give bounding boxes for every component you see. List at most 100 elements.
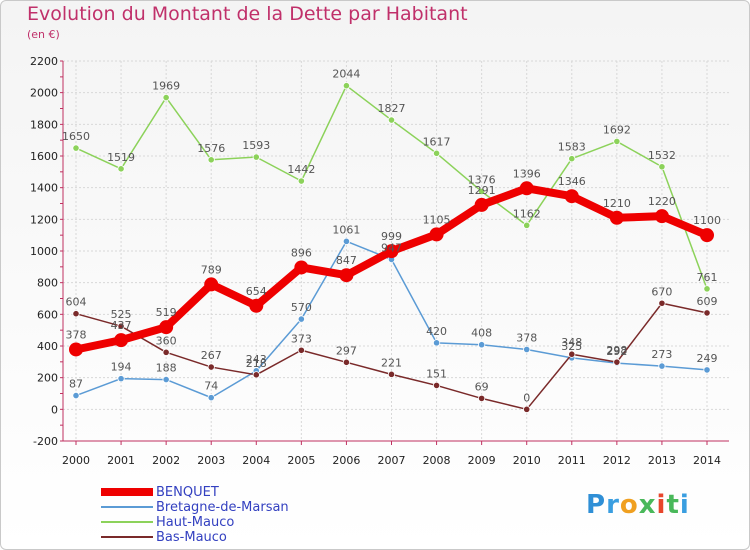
proxiti-logo: Proxiti <box>586 490 690 520</box>
x-tick-label: 2004 <box>242 454 270 467</box>
y-tick-label: 1800 <box>30 118 58 131</box>
data-point-benquet <box>609 210 624 225</box>
data-label-bretagne-de-marsan: 947 <box>381 241 402 254</box>
data-point-bas-mauco <box>162 348 170 356</box>
data-point-benquet <box>159 320 174 335</box>
data-label-bretagne-de-marsan: 87 <box>69 378 83 391</box>
data-label-bretagne-de-marsan: 292 <box>606 345 627 358</box>
data-point-bretagne-de-marsan <box>523 345 531 354</box>
logo-letter: x <box>638 490 657 520</box>
data-label-bas-mauco: 604 <box>66 296 87 309</box>
data-label-haut-mauco: 761 <box>697 271 718 284</box>
x-tick-label: 2007 <box>378 454 406 467</box>
data-label-benquet: 654 <box>246 285 267 298</box>
data-label-bas-mauco: 670 <box>651 285 672 298</box>
data-point-bretagne-de-marsan <box>117 375 125 383</box>
data-point-benquet <box>339 268 354 283</box>
data-label-haut-mauco: 1583 <box>558 141 586 154</box>
x-tick-label: 2006 <box>332 454 360 467</box>
data-point-benquet <box>384 244 399 259</box>
x-tick-label: 2014 <box>693 454 721 467</box>
data-point-bas-mauco <box>478 394 486 403</box>
data-label-bretagne-de-marsan: 188 <box>156 362 177 375</box>
data-point-bretagne-de-marsan <box>478 341 486 349</box>
x-tick-label: 2010 <box>513 454 541 467</box>
data-label-benquet: 437 <box>111 319 132 332</box>
y-tick-label: -200 <box>33 435 58 448</box>
data-point-bretagne-de-marsan <box>72 391 80 400</box>
data-label-benquet: 896 <box>291 246 312 259</box>
y-tick-label: 1200 <box>30 213 58 226</box>
legend-swatch <box>101 506 153 508</box>
data-label-bas-mauco: 297 <box>336 344 357 357</box>
data-label-benquet: 1291 <box>468 184 496 197</box>
data-point-bas-mauco <box>387 370 396 378</box>
y-tick-label: 800 <box>37 277 58 290</box>
data-label-benquet: 1220 <box>648 195 676 208</box>
data-point-haut-mauco <box>478 187 486 196</box>
data-label-bas-mauco: 0 <box>523 391 530 404</box>
data-label-bretagne-de-marsan: 570 <box>291 301 312 314</box>
data-point-bas-mauco <box>72 310 80 318</box>
data-label-bretagne-de-marsan: 408 <box>471 327 492 340</box>
data-label-haut-mauco: 1162 <box>513 207 541 220</box>
x-tick-label: 2003 <box>197 454 225 467</box>
data-point-bas-mauco <box>568 350 576 358</box>
data-label-benquet: 1210 <box>603 197 631 210</box>
data-label-bretagne-de-marsan: 378 <box>516 331 537 344</box>
data-point-benquet <box>700 228 714 243</box>
data-point-haut-mauco <box>703 285 711 293</box>
data-point-bas-mauco <box>207 363 215 371</box>
data-label-bas-mauco: 373 <box>291 332 312 345</box>
logo-letter: o <box>619 490 639 520</box>
data-point-bretagne-de-marsan <box>342 237 351 245</box>
data-point-benquet <box>204 277 219 292</box>
logo-letter: t <box>666 490 680 520</box>
logo-letter: P <box>586 490 607 520</box>
data-label-bas-mauco: 348 <box>561 336 582 349</box>
data-label-haut-mauco: 1442 <box>287 163 315 176</box>
data-label-benquet: 1396 <box>513 167 541 180</box>
y-tick-label: 2000 <box>30 87 58 100</box>
data-label-haut-mauco: 1593 <box>242 139 270 152</box>
data-label-bretagne-de-marsan: 420 <box>426 325 447 338</box>
legend-swatch <box>101 536 153 538</box>
data-label-bas-mauco: 525 <box>111 308 132 321</box>
data-label-benquet: 1100 <box>693 214 721 227</box>
data-point-benquet <box>519 181 534 196</box>
data-label-bretagne-de-marsan: 1061 <box>332 223 360 236</box>
data-label-benquet: 378 <box>66 328 87 341</box>
data-point-haut-mauco <box>117 165 125 173</box>
y-tick-label: 1000 <box>30 245 58 258</box>
data-point-haut-mauco <box>162 93 170 102</box>
data-point-benquet <box>564 189 579 204</box>
data-label-benquet: 999 <box>381 230 402 243</box>
y-tick-label: 1400 <box>30 182 58 195</box>
data-point-benquet <box>114 333 129 348</box>
data-label-bretagne-de-marsan: 74 <box>204 380 218 393</box>
y-tick-label: 400 <box>37 340 58 353</box>
x-tick-label: 2009 <box>468 454 496 467</box>
data-point-bretagne-de-marsan <box>297 315 305 323</box>
data-label-benquet: 1346 <box>558 175 586 188</box>
data-point-bas-mauco <box>703 309 711 317</box>
data-point-bretagne-de-marsan <box>432 339 441 347</box>
data-label-haut-mauco: 2044 <box>332 68 360 81</box>
x-tick-label: 2005 <box>287 454 315 467</box>
legend-label: Bretagne-de-Marsan <box>156 500 289 515</box>
data-label-bas-mauco: 267 <box>201 349 222 362</box>
data-point-bretagne-de-marsan <box>162 375 170 384</box>
data-point-bas-mauco <box>658 299 666 307</box>
logo-letter: r <box>606 490 620 520</box>
data-point-bas-mauco <box>297 346 305 354</box>
data-point-benquet <box>429 227 444 242</box>
data-label-bretagne-de-marsan: 194 <box>111 361 132 374</box>
data-point-haut-mauco <box>613 137 621 146</box>
data-point-haut-mauco <box>72 144 80 152</box>
data-label-bretagne-de-marsan: 273 <box>651 348 672 361</box>
logo-letter: i <box>679 490 690 520</box>
y-tick-label: 200 <box>37 372 58 385</box>
data-label-haut-mauco: 1692 <box>603 123 631 136</box>
